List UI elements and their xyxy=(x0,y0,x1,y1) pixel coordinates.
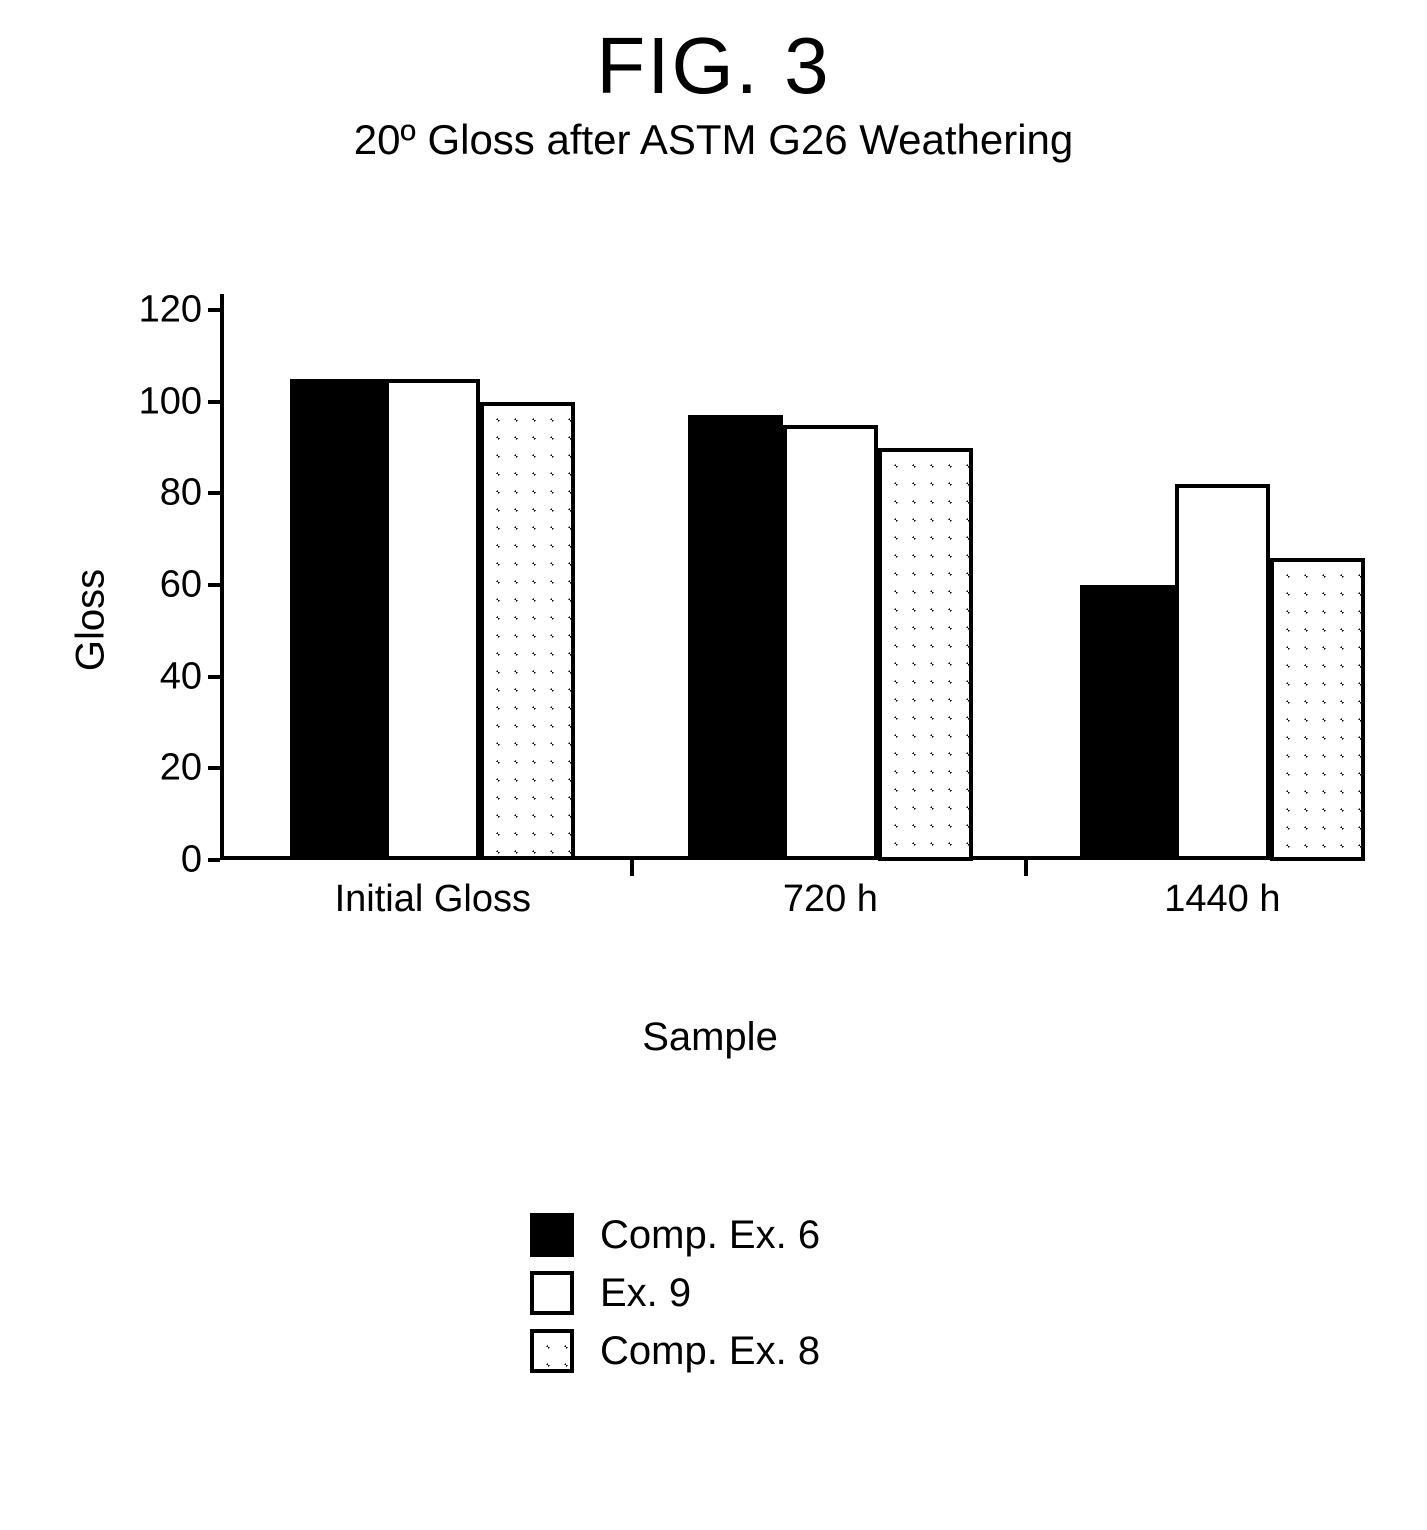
x-category-label: Initial Gloss xyxy=(335,878,531,921)
bar xyxy=(385,379,480,860)
x-axis-label: Sample xyxy=(50,1015,1370,1060)
legend: Comp. Ex. 6 Ex. 9 Comp. Ex. 8 xyxy=(530,1210,820,1384)
y-axis xyxy=(220,310,224,860)
x-category-label: 1440 h xyxy=(1164,878,1280,921)
bar xyxy=(480,402,575,860)
y-tick xyxy=(208,400,220,404)
y-tick xyxy=(208,583,220,587)
title-block: FIG. 3 20º Gloss after ASTM G26 Weatheri… xyxy=(0,0,1427,164)
y-axis-label: Gloss xyxy=(69,569,114,671)
y-tick xyxy=(208,858,220,862)
y-tick-label: 100 xyxy=(139,380,202,423)
bar xyxy=(1175,484,1270,860)
legend-swatch xyxy=(530,1271,574,1315)
legend-item: Comp. Ex. 8 xyxy=(530,1326,820,1376)
y-tick-label: 0 xyxy=(181,839,202,882)
y-tick xyxy=(208,308,220,312)
bar xyxy=(878,448,973,861)
x-category-label: 720 h xyxy=(783,878,878,921)
bar xyxy=(783,425,878,860)
figure-title: FIG. 3 xyxy=(0,20,1427,112)
bar xyxy=(688,415,783,860)
y-tick-label: 120 xyxy=(139,289,202,332)
y-tick-label: 40 xyxy=(160,655,202,698)
y-tick-label: 80 xyxy=(160,472,202,515)
hatch-fill xyxy=(878,448,973,861)
page: FIG. 3 20º Gloss after ASTM G26 Weatheri… xyxy=(0,0,1427,1530)
figure-subtitle: 20º Gloss after ASTM G26 Weathering xyxy=(0,116,1427,164)
x-tick xyxy=(630,860,634,876)
legend-label: Comp. Ex. 6 xyxy=(600,1213,820,1258)
y-tick-label: 60 xyxy=(160,564,202,607)
legend-swatch xyxy=(530,1329,574,1373)
x-tick xyxy=(1024,860,1028,876)
bar xyxy=(1270,558,1365,861)
legend-item: Ex. 9 xyxy=(530,1268,820,1318)
chart: Gloss 020406080100120Initial Gloss720 h1… xyxy=(50,310,1370,930)
y-tick xyxy=(208,675,220,679)
hatch-fill xyxy=(1270,558,1365,861)
bar xyxy=(1080,585,1175,860)
y-tick xyxy=(208,491,220,495)
bar xyxy=(290,379,385,860)
legend-swatch xyxy=(530,1213,574,1257)
legend-item: Comp. Ex. 6 xyxy=(530,1210,820,1260)
legend-label: Comp. Ex. 8 xyxy=(600,1329,820,1374)
plot-area: 020406080100120Initial Gloss720 h1440 h xyxy=(220,310,1340,860)
y-axis-top-stub xyxy=(220,294,224,310)
y-tick-label: 20 xyxy=(160,747,202,790)
y-tick xyxy=(208,766,220,770)
hatch-fill xyxy=(480,402,575,860)
legend-label: Ex. 9 xyxy=(600,1271,691,1316)
